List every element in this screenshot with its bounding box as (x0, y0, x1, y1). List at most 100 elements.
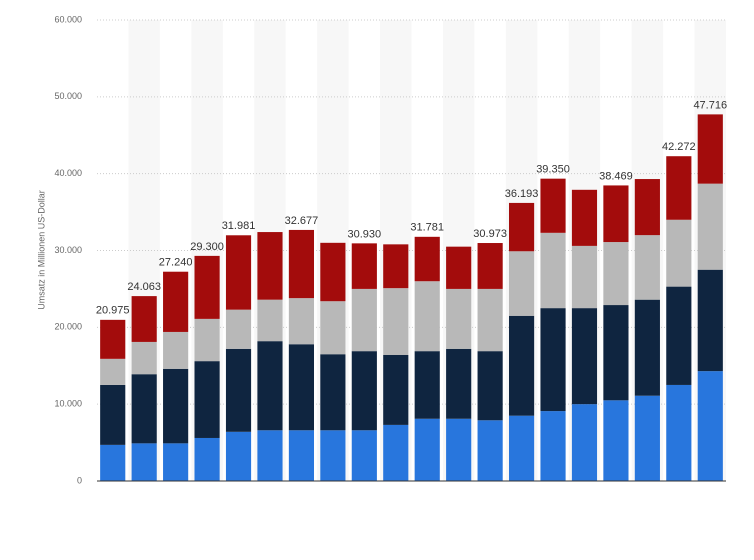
bar-segment (697, 183, 723, 270)
bar-segment (508, 415, 535, 481)
bar-segment (477, 351, 503, 421)
bar-segment (508, 251, 535, 316)
bar-segment (288, 344, 315, 431)
bar-segment (100, 319, 126, 359)
total-label: 38.469 (599, 170, 633, 182)
y-tick-label: 50.000 (54, 91, 82, 101)
bar-segment (257, 299, 283, 342)
bar-segment (634, 395, 660, 481)
bar-segment (508, 315, 535, 416)
bar-segment (100, 358, 126, 385)
bar-segment (477, 420, 503, 481)
bar-segment (100, 444, 126, 481)
y-tick-label: 40.000 (54, 168, 82, 178)
bar-segment (320, 301, 346, 355)
bar-segment (163, 443, 189, 481)
bar-segment (697, 371, 723, 481)
bar-segment (666, 384, 692, 481)
bar-segment (697, 269, 723, 372)
total-label: 31.781 (410, 222, 444, 234)
bar-segment (446, 348, 472, 419)
bar-segment (100, 384, 126, 445)
bar-segment (194, 361, 220, 438)
total-label: 29.300 (190, 241, 224, 253)
bar-segment (320, 354, 346, 431)
bar-segment (194, 318, 220, 362)
bar-segment (257, 341, 283, 431)
y-tick-label: 0 (77, 475, 82, 485)
bar-segment (351, 288, 377, 352)
y-tick-label: 10.000 (54, 399, 82, 409)
bar-segment (351, 351, 377, 431)
bar-segment (414, 281, 440, 352)
bar-segment (257, 232, 283, 300)
total-label: 30.930 (347, 228, 381, 240)
bar-segment (634, 179, 660, 236)
total-label: 42.272 (662, 141, 696, 153)
bar-segment (194, 437, 220, 481)
bar-segment (540, 411, 566, 481)
bar-segment (477, 243, 503, 289)
bar-segment (383, 244, 409, 289)
bar-segment (571, 245, 598, 309)
bar-segment (257, 430, 283, 481)
bar-segment (697, 114, 723, 184)
bar-segment (351, 243, 377, 289)
bar-segment (163, 271, 189, 332)
bar-segment (666, 219, 692, 287)
bar-segment (194, 255, 220, 319)
bar-segment (225, 431, 252, 481)
y-tick-label: 20.000 (54, 322, 82, 332)
bar-segment (571, 404, 598, 481)
bar-segment (131, 341, 157, 375)
bar-segment (225, 235, 252, 310)
bar-segment (131, 443, 157, 481)
bar-segment (571, 189, 598, 246)
bar-segment (351, 430, 377, 481)
total-label: 27.240 (159, 257, 193, 269)
y-tick-label: 60.000 (54, 14, 82, 24)
bar-segment (225, 309, 252, 349)
total-label: 24.063 (127, 281, 161, 293)
bar-segment (414, 236, 440, 282)
bar-segment (383, 354, 409, 425)
bar-segment (414, 418, 440, 481)
bar-segment (477, 288, 503, 352)
bar-segment (540, 178, 566, 233)
total-label: 36.193 (505, 188, 539, 200)
bar-segment (320, 242, 346, 302)
bar-segment (383, 424, 409, 481)
total-label: 39.350 (536, 164, 570, 176)
bar-segment (131, 374, 157, 444)
y-axis-label: Umsatz in Millionen US-Dollar (36, 190, 46, 310)
bar-segment (634, 235, 660, 300)
bar-segment (634, 299, 660, 396)
bar-segment (414, 351, 440, 419)
bar-segment (603, 400, 629, 481)
bar-segment (540, 232, 566, 309)
bar-segment (666, 156, 692, 220)
bar-segment (288, 298, 315, 345)
bar-segment (225, 348, 252, 432)
bar-segment (446, 246, 472, 289)
bar-segment (288, 229, 315, 299)
bar-segment (446, 288, 472, 349)
total-label: 47.716 (693, 99, 727, 111)
bar-segment (131, 296, 157, 342)
bar-segment (540, 308, 566, 412)
bar-segment (571, 308, 598, 405)
bar-segment (666, 286, 692, 385)
bar-segment (320, 430, 346, 481)
bar-segment (288, 430, 315, 481)
bar-segment (163, 368, 189, 444)
bar-segment (508, 202, 535, 252)
bar-segment (446, 418, 472, 481)
bar-segment (603, 242, 629, 306)
total-label: 20.975 (96, 305, 130, 317)
total-label: 32.677 (285, 215, 319, 227)
total-label: 31.981 (222, 220, 256, 232)
bar-segment (603, 185, 629, 243)
y-tick-label: 30.000 (54, 245, 82, 255)
total-label: 30.973 (473, 228, 507, 240)
